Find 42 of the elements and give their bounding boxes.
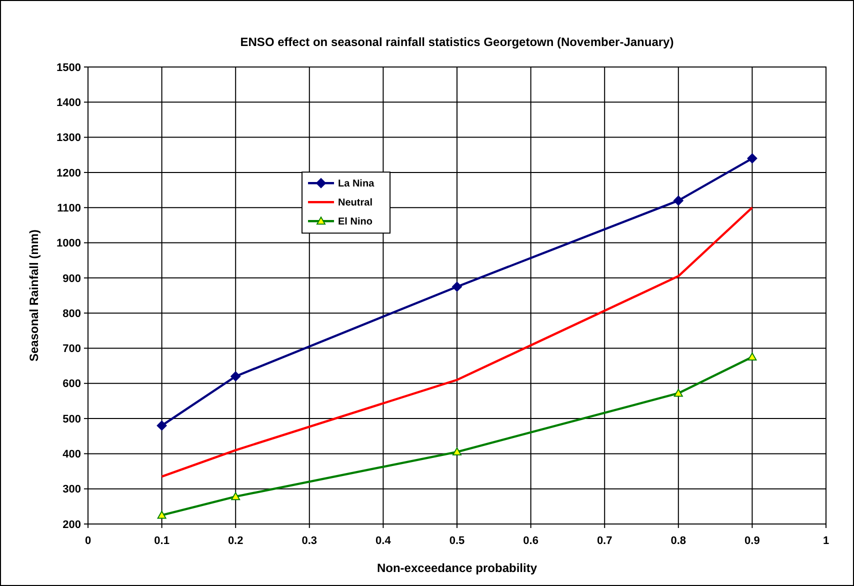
chart-title: ENSO effect on seasonal rainfall statistics Georgetown (November-January) — [240, 35, 674, 49]
x-axis-title: Non-exceedance probability — [376, 561, 538, 575]
x-tick-label: 0.8 — [670, 535, 686, 547]
point — [452, 447, 462, 456]
y-tick-label: 1300 — [56, 132, 81, 144]
y-tick-label: 700 — [62, 343, 81, 356]
y-tick-label: 900 — [62, 272, 81, 285]
point — [748, 352, 757, 361]
y-tick-label: 1200 — [56, 167, 81, 180]
x-tick-label: 0.4 — [376, 535, 392, 547]
point — [231, 492, 240, 500]
y-tick-label: 400 — [62, 448, 81, 461]
y-tick-label: 600 — [62, 378, 81, 390]
x-tick-label: 0 — [84, 535, 92, 547]
x-tick-label: 0.6 — [523, 535, 538, 547]
y-tick-label: 1000 — [56, 238, 81, 250]
point — [747, 153, 758, 164]
y-tick-label: 500 — [62, 413, 81, 426]
y-axis-title: Seasonal Rainfall (mm) — [27, 229, 41, 362]
point — [673, 196, 684, 206]
y-tick-label: 200 — [62, 518, 81, 531]
point — [156, 420, 167, 431]
y-tick-label: 800 — [62, 308, 81, 320]
legend-label: La Nina — [338, 178, 375, 190]
legend-label: El Nino — [338, 216, 372, 228]
y-tick-label: 1500 — [56, 62, 81, 74]
y-tick-label: 1400 — [56, 97, 81, 110]
x-tick-label: 0.2 — [228, 535, 244, 547]
x-tick-label: 1 — [822, 535, 830, 547]
y-tick-label: 300 — [62, 484, 81, 496]
y-tick-label: 1100 — [57, 202, 81, 214]
point — [157, 510, 166, 519]
x-tick-label: 0.9 — [744, 535, 760, 547]
point — [452, 282, 462, 292]
line-series — [160, 206, 754, 478]
legend-label: Neutral — [338, 198, 373, 209]
x-tick-label: 0.7 — [596, 535, 612, 547]
point — [230, 371, 241, 382]
x-tick-label: 0.5 — [449, 535, 465, 547]
point — [674, 388, 683, 397]
x-tick-label: 0.3 — [302, 535, 318, 547]
x-tick-label: 0.1 — [154, 535, 170, 547]
